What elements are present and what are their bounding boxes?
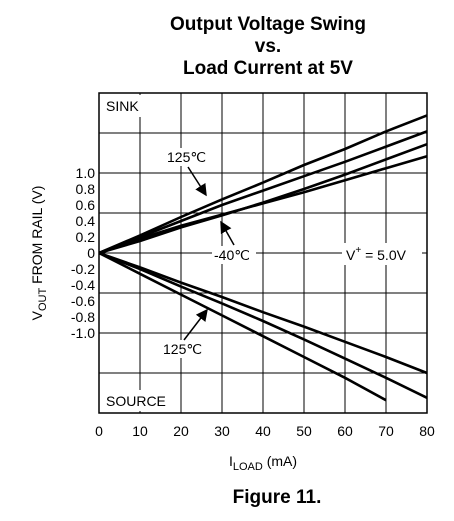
data-line xyxy=(98,251,428,375)
label-bg xyxy=(103,95,151,117)
label-part: LOAD xyxy=(233,461,263,473)
annotation: 125℃ xyxy=(163,341,202,357)
x-axis-label: ILOAD (mA) xyxy=(229,453,297,473)
label-part: FROM RAIL (V) xyxy=(29,186,45,288)
annotation: 125℃ xyxy=(167,149,206,165)
label-part: I xyxy=(229,453,233,469)
arrow xyxy=(187,166,207,197)
y-tick-label: 0.4 xyxy=(76,213,96,229)
y-axis-label: VOUT FROM RAIL (V) xyxy=(29,186,49,321)
x-tick-label: 70 xyxy=(378,423,394,439)
data-line xyxy=(98,130,428,255)
annotation: SINK xyxy=(106,98,139,114)
annotation: -40℃ xyxy=(214,247,250,263)
arrow xyxy=(220,220,235,246)
arrow xyxy=(183,308,208,341)
label-bg xyxy=(161,340,209,358)
label-bg xyxy=(342,243,422,265)
annotation: SOURCE xyxy=(106,393,166,409)
x-tick-label: 60 xyxy=(337,423,353,439)
caption: Figure 11. xyxy=(233,487,322,508)
label-part: OUT xyxy=(37,288,49,312)
y-tick-label: 0.6 xyxy=(76,197,96,213)
y-tick-label: 0.8 xyxy=(76,181,96,197)
annotation-part: V xyxy=(346,247,356,263)
annotation-part: + xyxy=(355,245,361,256)
chart-title: vs. xyxy=(255,36,281,57)
label-part: V xyxy=(29,310,45,320)
x-tick-label: 10 xyxy=(132,423,148,439)
label-bg xyxy=(103,390,179,411)
chart-title: Load Current at 5V xyxy=(183,58,353,79)
y-tick-label: 0 xyxy=(87,245,95,261)
x-tick-label: 80 xyxy=(419,423,435,439)
x-tick-label: 30 xyxy=(214,423,230,439)
data-line xyxy=(98,114,428,255)
data-line xyxy=(98,251,428,399)
y-tick-label: -0.6 xyxy=(71,293,95,309)
label-bg xyxy=(165,148,211,166)
label-part: (mA) xyxy=(263,453,297,469)
data-line xyxy=(98,154,428,255)
x-tick-label: 40 xyxy=(255,423,271,439)
chart-title: Output Voltage Swing xyxy=(170,14,366,35)
y-tick-label: -1.0 xyxy=(71,325,95,341)
annotation-part: = 5.0V xyxy=(361,247,406,263)
y-tick-label: -0.4 xyxy=(71,277,95,293)
data-line xyxy=(98,251,387,402)
y-tick-label: -0.8 xyxy=(71,309,95,325)
x-tick-label: 0 xyxy=(95,423,103,439)
label-bg xyxy=(212,246,256,264)
x-tick-label: 50 xyxy=(296,423,312,439)
annotation: V+ = 5.0V xyxy=(346,245,407,263)
y-tick-label: 1.0 xyxy=(76,165,96,181)
y-tick-label: 0.2 xyxy=(76,229,96,245)
y-tick-label: -0.2 xyxy=(71,261,95,277)
x-tick-label: 20 xyxy=(173,423,189,439)
